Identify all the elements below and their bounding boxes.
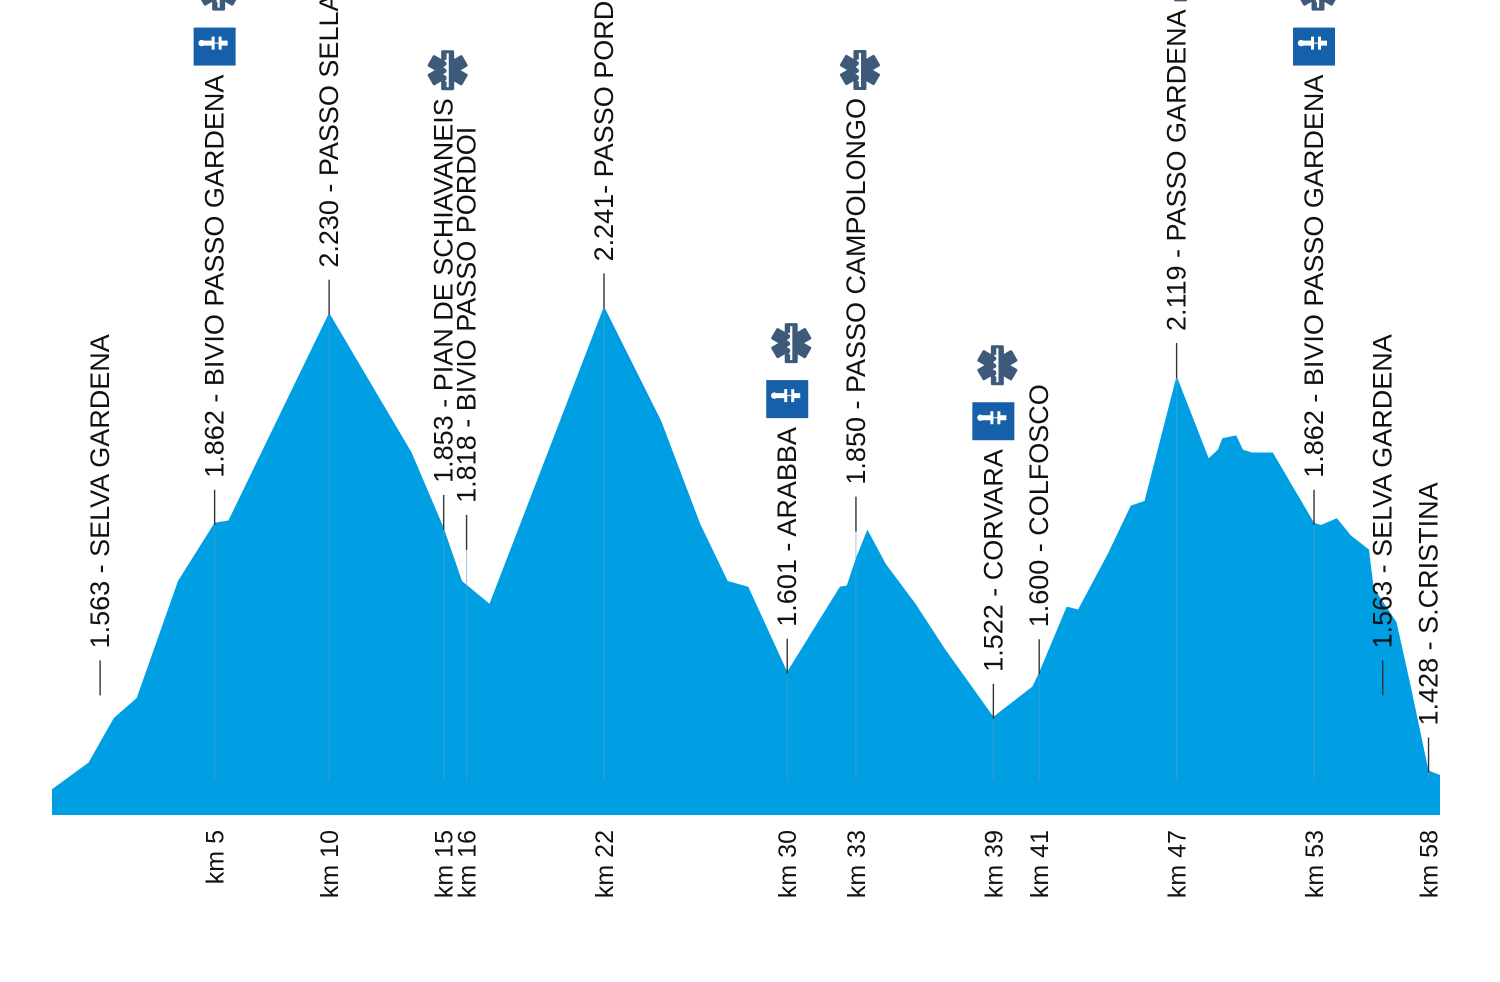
- place-label: 1.853 - PIAN DE SCHIAVANEIS: [429, 98, 459, 483]
- place-label: 1.563 - SELVA GARDENA: [1368, 334, 1398, 648]
- km-label: km 15: [431, 830, 459, 898]
- star-of-life-icon: [1158, 0, 1203, 3]
- place-label: 1.850 - PASSO CAMPOLONGO: [841, 98, 871, 485]
- place-label: 1.601 - ARABBA: [772, 427, 802, 627]
- km-label: km 33: [843, 830, 871, 898]
- service-station-icon: [972, 402, 1015, 441]
- service-station-icon: [193, 27, 236, 66]
- place-label: 1.522 - CORVARA: [978, 449, 1008, 672]
- service-station-icon: [1293, 27, 1336, 66]
- km-label: km 47: [1164, 830, 1192, 898]
- km-label: km 41: [1026, 830, 1054, 898]
- place-label: 2.230 - PASSO SELLA: [314, 0, 344, 268]
- km-label: km 58: [1416, 830, 1444, 898]
- service-station-icon: [766, 380, 809, 419]
- place-label: 1.818 - BIVIO PASSO PORDOI: [452, 127, 482, 503]
- star-of-life-icon: [425, 49, 470, 92]
- star-of-life-icon: [1296, 0, 1340, 12]
- km-label: km 22: [591, 830, 619, 898]
- place-label: 1.428 - S.CRISTINA: [1414, 482, 1444, 725]
- star-of-life-icon: [838, 48, 882, 92]
- place-label: 1.563 - SELVA GARDENA: [85, 334, 115, 648]
- star-of-life-icon: [196, 0, 241, 12]
- place-label: 1.862 - BIVIO PASSO GARDENA: [200, 75, 230, 478]
- km-label: km 30: [774, 830, 802, 898]
- km-label: km 39: [980, 830, 1008, 898]
- elevation-area: [52, 306, 1440, 815]
- km-label: km 10: [316, 830, 344, 898]
- star-of-life-icon: [975, 344, 1020, 387]
- place-label: 1.862 - BIVIO PASSO GARDENA: [1299, 75, 1329, 478]
- km-label: km 53: [1301, 830, 1329, 898]
- km-label: km 16: [454, 830, 482, 898]
- star-of-life-icon: [769, 321, 813, 365]
- km-label: km 5: [202, 830, 230, 884]
- place-label: 2.241- PASSO PORDOI: [589, 0, 619, 261]
- place-label: 2.119 - PASSO GARDENA: [1162, 9, 1192, 331]
- place-label: 1.600 - COLFOSCO: [1024, 384, 1054, 627]
